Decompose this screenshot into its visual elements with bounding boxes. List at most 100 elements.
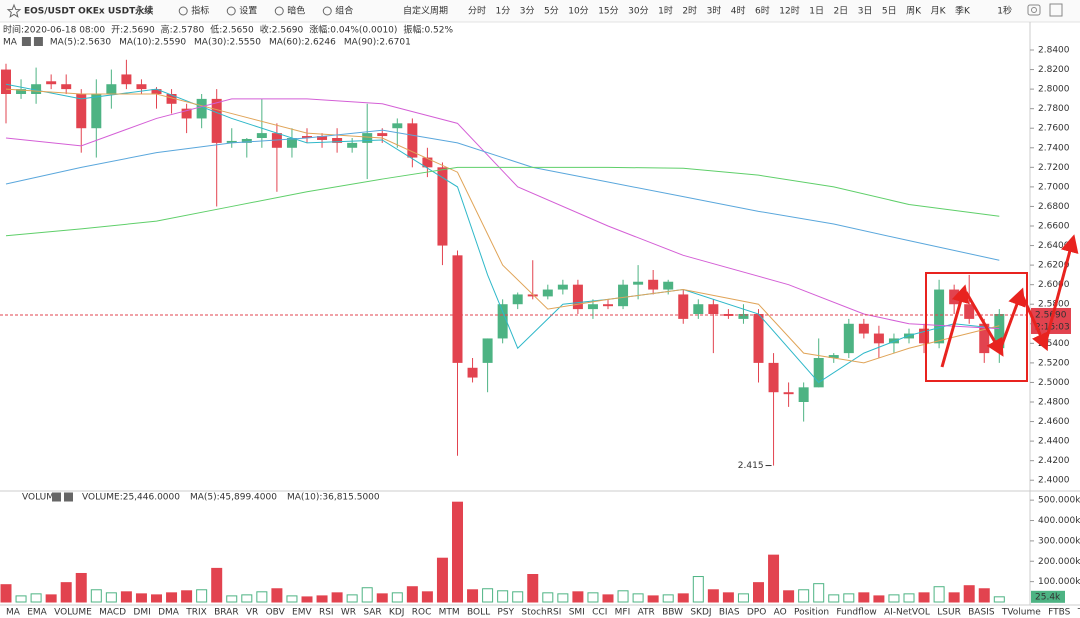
period-button[interactable]: 15分 [598,6,618,17]
refresh-rate[interactable]: 1秒 [997,5,1012,17]
indicator-tab[interactable]: AO [774,608,787,618]
indicator-tab[interactable]: ROC [412,608,432,618]
volume-bar [135,593,147,603]
volume-bar [346,594,358,603]
indicator-tab[interactable]: BASIS [968,608,995,618]
indicator-tab[interactable]: PSY [497,608,514,618]
indicator-name: MA [3,38,18,48]
ma-line [5,129,1000,261]
indicator-tab[interactable]: EMA [27,608,47,618]
indicator-tab[interactable]: Fundflow [836,608,876,618]
legend-icon[interactable] [52,492,61,502]
indicator-tab[interactable]: LSUR [937,608,961,618]
indicator-tab[interactable]: BIAS [719,608,740,618]
indicator-tab[interactable]: SKDJ [690,608,711,618]
period-button[interactable]: 分时 [468,5,486,17]
indicator-tab[interactable]: MFI [615,608,631,618]
button-icon [322,6,332,16]
period-button[interactable]: 2时 [682,5,697,17]
indicator-tab[interactable]: AI-NetVOL [884,608,930,618]
ohlc-info: 振幅:0.52% [403,24,453,36]
indicator-tab[interactable]: TRIX [185,608,207,618]
toolbar-button[interactable]: 组合 [335,5,353,17]
legend-icon[interactable] [64,492,73,502]
period-button[interactable]: 3日 [858,6,873,17]
indicator-tab[interactable]: FTBS [1048,608,1071,618]
indicator-tab[interactable]: DMA [158,608,180,618]
indicator-tab[interactable]: TTSI [1077,608,1080,618]
volume-bar [241,594,253,603]
period-button[interactable]: 5日 [882,6,897,17]
volume-bar [843,593,855,603]
volume-bar [783,590,795,603]
candle-body [542,289,553,297]
indicator-tab[interactable]: WR [341,608,356,618]
period-button[interactable]: 6时 [755,5,770,17]
y-tick-label: 2.6600 [1038,222,1070,232]
ma-line [5,166,1000,237]
indicator-tab[interactable]: DPO [747,608,766,618]
indicator-tab[interactable]: BOLL [467,608,490,618]
indicator-tab[interactable]: RSI [319,608,334,618]
period-button[interactable]: 1时 [658,5,673,17]
indicator-tab[interactable]: OBV [266,608,286,618]
indicator-tab[interactable]: VOLUME [54,608,92,618]
indicator-tab[interactable]: SMI [569,608,585,618]
candle-body [708,304,719,314]
volume-bar [662,594,674,603]
candle-body [738,314,749,319]
candle-body [557,284,568,290]
period-button[interactable]: 3时 [707,5,722,17]
candle-body [181,108,192,119]
candle-body [362,133,373,143]
y-tick-label: 2.4200 [1038,456,1070,466]
volume-bar [873,595,885,603]
indicator-tab[interactable]: TVolume [1001,608,1041,618]
period-button[interactable]: 2日 [833,6,848,17]
indicator-tab[interactable]: MA [6,608,21,618]
volume-bar [30,593,42,603]
indicator-tab[interactable]: DMI [133,608,150,618]
indicator-tab[interactable]: ATR [638,608,655,618]
indicator-tab[interactable]: SAR [363,608,381,618]
indicator-tab[interactable]: VR [246,608,258,618]
volume-bar [436,557,448,603]
toolbar-button[interactable]: 暗色 [287,5,305,17]
volume-bar [391,592,403,603]
indicator-tab[interactable]: MTM [439,608,460,618]
period-button[interactable]: 月K [931,6,947,17]
ohlc-info: 收:2.5690 [260,24,304,36]
custom-period[interactable]: 自定义周期 [403,5,448,17]
candle-body [136,84,147,90]
indicator-tab[interactable]: BRAR [214,608,238,618]
period-button[interactable]: 季K [955,5,971,17]
candle-body [482,338,493,363]
period-button[interactable]: 1日 [809,6,824,17]
period-button[interactable]: 周K [906,6,922,17]
y-tick-label: 2.8400 [1038,46,1070,56]
fullscreen-icon[interactable] [1049,3,1063,17]
toolbar-button[interactable]: 指标 [191,5,209,17]
indicator-tab[interactable]: CCI [592,608,607,618]
toolbar-button[interactable]: 设置 [239,6,257,17]
legend-icon[interactable] [21,37,31,46]
ohlc-info: 涨幅:0.04%(0.0010) [309,24,397,36]
legend-icon[interactable] [33,37,43,46]
period-button[interactable]: 1分 [496,6,511,17]
camera-icon[interactable] [1027,4,1041,16]
period-button[interactable]: 4时 [731,5,746,17]
y-tick-label: 2.7600 [1038,124,1070,134]
period-button[interactable]: 12时 [779,5,799,17]
star-icon[interactable] [6,3,22,18]
period-button[interactable]: 10分 [568,6,588,17]
indicator-tab[interactable]: EMV [292,608,312,618]
arrow [1020,294,1049,352]
indicator-tab[interactable]: StochRSI [521,608,561,618]
indicator-tab[interactable]: KDJ [389,608,405,618]
period-button[interactable]: 30分 [628,6,648,17]
indicator-tab[interactable]: MACD [99,608,126,618]
indicator-tab[interactable]: BBW [662,608,683,618]
indicator-tab[interactable]: Position [794,608,829,618]
period-button[interactable]: 3分 [520,6,535,17]
period-button[interactable]: 5分 [544,6,559,17]
